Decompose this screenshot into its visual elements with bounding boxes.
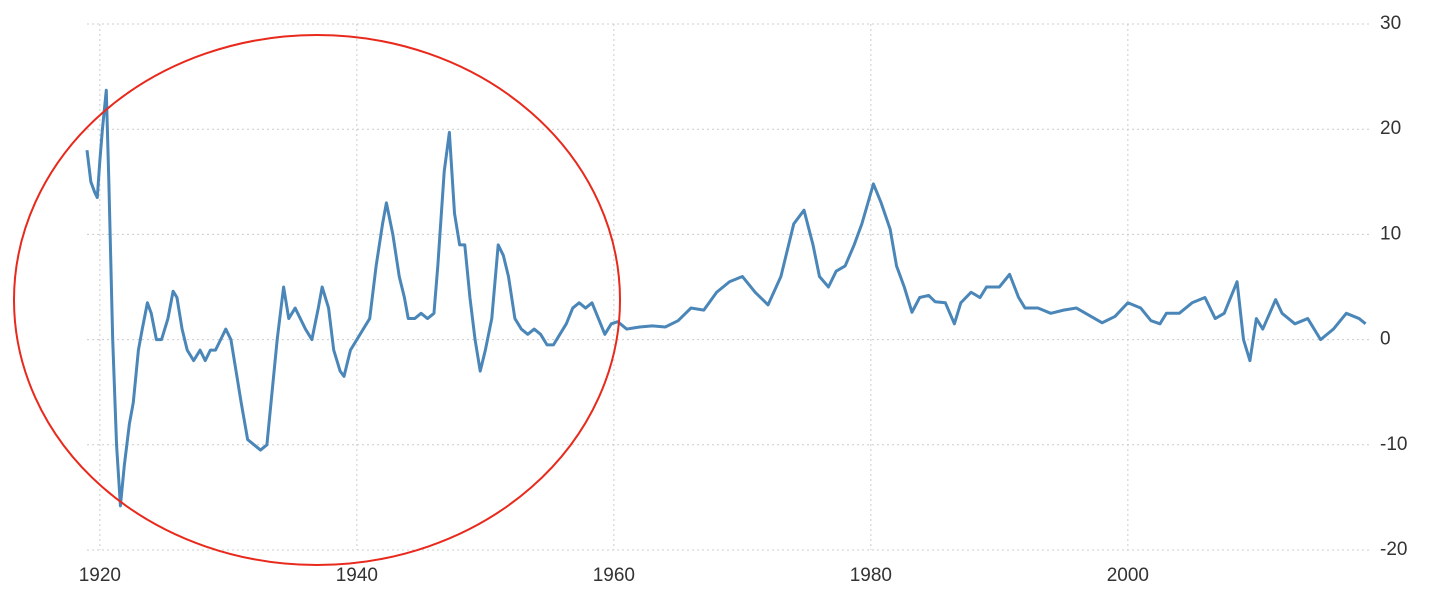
grid: -20 -10 0 10 20 30 1920 1940 1960 1980 2000 [79, 13, 1408, 586]
y-tick-label: -10 [1380, 434, 1407, 455]
data-line [85, 88, 1367, 508]
x-tick-label: 1960 [593, 565, 635, 586]
x-tick-label: 1940 [336, 565, 378, 586]
y-tick-label: 0 [1380, 329, 1391, 350]
y-tick-label: -20 [1380, 539, 1407, 560]
x-tick-label: 1920 [79, 565, 121, 586]
x-tick-label: 2000 [1107, 565, 1149, 586]
annotation-ellipse [13, 34, 621, 566]
y-tick-label: 30 [1380, 13, 1401, 34]
y-tick-label: 20 [1380, 118, 1401, 139]
plot [85, 88, 1367, 508]
y-tick-label: 10 [1380, 223, 1401, 244]
x-tick-label: 1980 [850, 565, 892, 586]
